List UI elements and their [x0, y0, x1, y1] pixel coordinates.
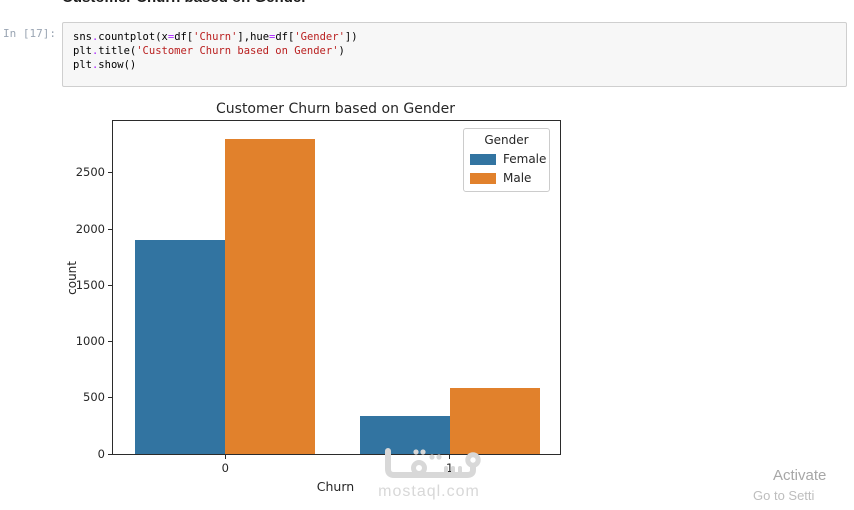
x-tick-mark — [224, 455, 226, 459]
bar-churn0-female — [135, 240, 226, 454]
mostaql-watermark: mostaql.com — [367, 447, 491, 501]
y-tick-label: 0 — [97, 446, 105, 461]
male-color-swatch — [470, 172, 496, 184]
code-line: plt.show() — [73, 59, 137, 72]
activate-windows-subtext: Go to Setti — [753, 488, 815, 503]
y-tick-mark — [108, 228, 113, 230]
y-tick-label: 2000 — [75, 221, 105, 236]
y-tick-label: 500 — [83, 390, 105, 405]
mostaql-domain-text: mostaql.com — [378, 483, 480, 500]
cell-execution-prompt: In [17]: — [3, 27, 56, 40]
mostaql-arabic-logo-icon — [385, 448, 481, 478]
legend-label-female: Female — [503, 152, 547, 166]
bar-churn1-male — [449, 387, 540, 454]
x-tick-label: 0 — [221, 461, 229, 475]
y-tick-label: 1000 — [75, 334, 105, 348]
code-line: sns.countplot(x=df['Churn'],hue=df['Gend… — [73, 31, 358, 43]
legend-label-male: Male — [503, 171, 532, 185]
legend: Gender Female Male — [463, 128, 550, 192]
bar-churn0-male — [225, 139, 316, 454]
x-tick-label: 1 — [445, 461, 454, 475]
y-tick-label: 2500 — [75, 165, 105, 180]
y-tick-label: 1500 — [75, 277, 105, 292]
activate-windows-text: Activate — [773, 467, 827, 484]
code-cell[interactable]: sns.countplot(x=df['Churn'],hue=df['Gend… — [62, 22, 847, 87]
plot-area: Gender Female Male 0 500 1000 1500 2000 2500 0… — [76, 120, 561, 475]
y-tick-mark — [108, 453, 113, 455]
x-tick-mark — [449, 455, 451, 459]
bar-churn1-female — [359, 415, 450, 454]
y-tick-mark — [108, 284, 113, 286]
legend-item-female: Female — [470, 152, 547, 166]
matplotlib-figure: Customer Churn based on Gender count Gen… — [62, 95, 580, 507]
legend-title: Gender — [484, 133, 529, 147]
code-line: plt.title('Customer Churn based on Gende… — [73, 45, 345, 58]
chart-title: Customer Churn based on Gender — [216, 101, 455, 117]
female-color-swatch — [470, 153, 496, 165]
x-axis-label: Churn — [316, 479, 355, 494]
y-tick-mark — [108, 397, 113, 399]
y-tick-mark — [108, 341, 113, 342]
markdown-heading: Customer Churn based on Gender — [62, 0, 307, 6]
code-editor[interactable]: sns.countplot(x=df['Churn'],hue=df['Gend… — [63, 23, 846, 73]
y-tick-mark — [108, 172, 113, 174]
legend-item-male: Male — [470, 171, 543, 185]
